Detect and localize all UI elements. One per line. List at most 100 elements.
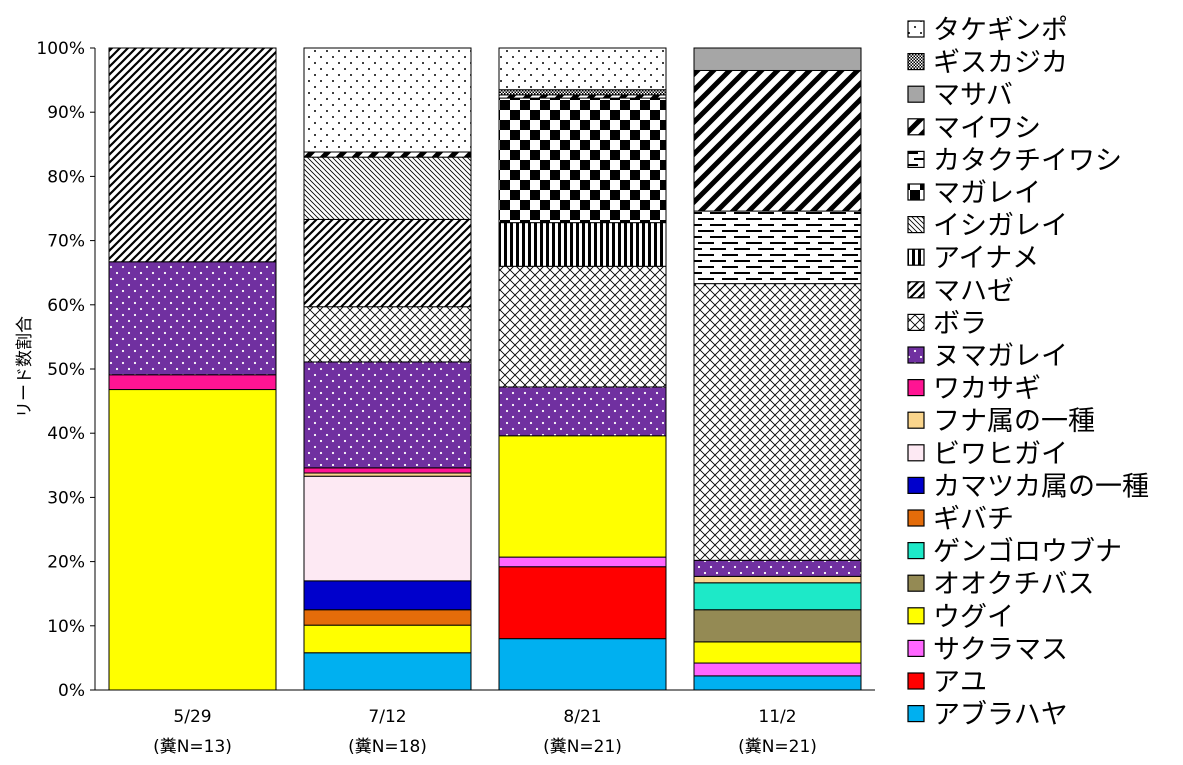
legend-label: フナ属の一種 (933, 406, 1095, 437)
legend-swatch (907, 574, 925, 592)
category-label: 5/29 (173, 707, 211, 727)
legend-label: カタクチイワシ (933, 145, 1122, 176)
bar-segment (303, 609, 472, 626)
legend-swatch (907, 541, 925, 560)
legend-label: ビワヒガイ (933, 439, 1068, 470)
bar-segment (693, 675, 862, 691)
category-note: (糞N=21) (738, 737, 817, 757)
legend-label: ゲンゴロウブナ (933, 537, 1122, 568)
legend-swatch (907, 444, 925, 462)
y-tick-label: 0% (58, 681, 85, 701)
bar-segment (108, 374, 277, 391)
y-tick-label: 80% (47, 167, 85, 187)
bars (108, 47, 862, 691)
y-axis-label: リード数割合 (15, 316, 35, 418)
legend-swatch (907, 411, 925, 429)
legend-label: オオクチバス (933, 569, 1094, 600)
bar-segment (498, 89, 667, 96)
bar-segment (498, 386, 667, 437)
legend-label: アユ (933, 667, 987, 698)
bar-segment (303, 624, 472, 654)
bar-segment (693, 575, 862, 584)
bar-segment (693, 662, 862, 677)
y-tick-label: 50% (47, 360, 85, 380)
legend-label: アイナメ (933, 243, 1039, 274)
bar-segment (303, 156, 472, 220)
legend-swatch (907, 607, 925, 625)
bar-segment (693, 69, 862, 212)
bar-segment (303, 218, 472, 308)
legend-swatch (907, 639, 925, 658)
legend-swatch (907, 150, 925, 168)
bar-segment (498, 435, 667, 558)
legend-label: マサバ (933, 80, 1013, 111)
bar-segment (303, 151, 472, 158)
legend-swatch (907, 20, 925, 38)
bar-segment (303, 306, 472, 363)
y-tick-label: 20% (47, 553, 85, 573)
bar-segment (693, 210, 862, 285)
category-label: 11/2 (758, 707, 796, 727)
bar-segment (693, 47, 862, 71)
bar-segment (303, 467, 472, 474)
bar-segment (693, 641, 862, 664)
category-note: (糞N=18) (348, 737, 427, 757)
legend-swatch (907, 672, 925, 690)
legend-swatch (907, 85, 925, 103)
bar-segment (303, 47, 472, 153)
legend-swatch (907, 183, 925, 201)
legend-label: タケギンポ (933, 15, 1068, 46)
bar-segment (693, 283, 862, 561)
legend-swatch (907, 118, 925, 136)
bar-segment (303, 475, 472, 582)
legend-swatch (907, 346, 925, 364)
y-tick-label: 90% (47, 103, 85, 123)
bar-segment (693, 582, 862, 611)
legend-label: ウグイ (933, 602, 1014, 633)
legend-label: ギスカジカ (933, 48, 1068, 79)
legend-label: ヌマガレイ (933, 341, 1068, 372)
legend-swatch (907, 379, 925, 397)
bar-segment (303, 361, 472, 469)
legend-label: マイワシ (933, 113, 1041, 144)
y-tick-label: 100% (36, 39, 85, 59)
legend-swatch (907, 476, 925, 494)
legend-swatch (907, 52, 925, 71)
y-tick-label: 30% (47, 488, 85, 508)
legend: タケギンポギスカジカマサバマイワシカタクチイワシマガレイイシガレイアイナメマハゼ… (907, 15, 1149, 731)
category-note: (糞N=21) (543, 737, 622, 757)
bar-segment (108, 261, 277, 376)
legend-label: ワカサギ (933, 374, 1041, 405)
legend-swatch (907, 704, 925, 723)
legend-swatch (907, 509, 925, 527)
legend-swatch (907, 216, 925, 234)
legend-swatch (907, 281, 925, 299)
bar-segment (498, 97, 667, 224)
legend-label: アブラハヤ (933, 700, 1068, 731)
y-tick-label: 10% (47, 617, 85, 637)
legend-label: イシガレイ (933, 211, 1068, 242)
bar-segment (498, 556, 667, 568)
category-label: 7/12 (368, 707, 406, 727)
legend-label: ボラ (933, 308, 987, 339)
bar-segment (108, 389, 277, 691)
bar-segment (108, 47, 277, 263)
legend-label: サクラマス (933, 634, 1068, 665)
legend-label: マハゼ (933, 276, 1014, 307)
category-label: 8/21 (563, 707, 601, 727)
bar-segment (498, 638, 667, 691)
bar-segment (303, 652, 472, 691)
bar-segment (693, 559, 862, 577)
y-tick-label: 40% (47, 424, 85, 444)
legend-label: カマツカ属の一種 (933, 471, 1149, 502)
legend-label: ギバチ (933, 504, 1014, 535)
x-axis-labels: 5/29 (糞N=13) 7/12 (糞N=18) 8/21 (糞N=21) 11/2 (糞N… (153, 707, 817, 757)
bar-segment (693, 609, 862, 643)
bar-segment (498, 265, 667, 388)
bar-segment (498, 222, 667, 267)
y-tick-label: 70% (47, 232, 85, 252)
bar-segment (498, 566, 667, 640)
legend-swatch (907, 248, 925, 266)
legend-label: マガレイ (933, 178, 1041, 209)
